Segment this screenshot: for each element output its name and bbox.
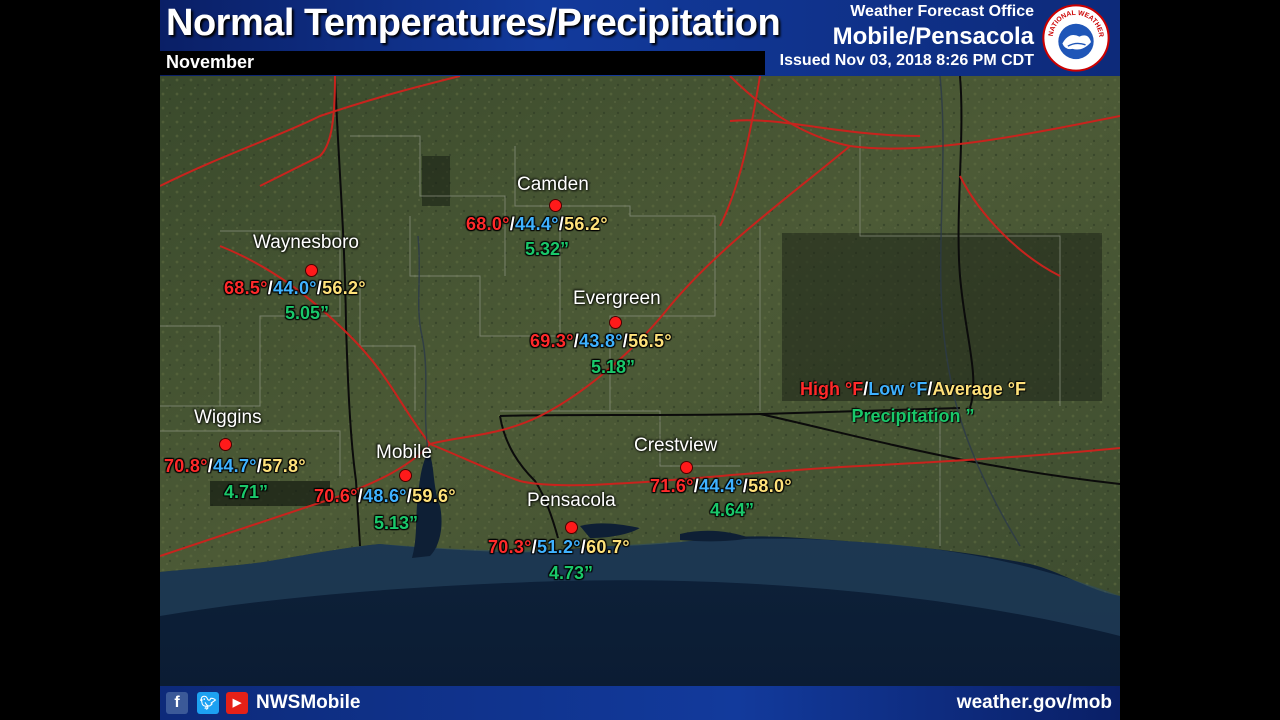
city-label-crestview: Crestview (634, 435, 718, 456)
dark-county (210, 481, 330, 506)
avg-temp: 58.0° (748, 476, 792, 496)
city-label-mobile: Mobile (376, 442, 432, 463)
precip-mobile: 5.13” (374, 513, 419, 533)
youtube-icon[interactable]: ▶ (226, 692, 248, 714)
station-values-evergreen: 69.3°/43.8°/56.5° (530, 331, 672, 352)
separator: / (357, 486, 364, 506)
separator: / (742, 476, 749, 496)
separator: / (622, 331, 629, 351)
station-values-waynesboro: 68.5°/44.0°/56.2° (224, 278, 366, 299)
month-label: November (166, 52, 255, 72)
precip-evergreen: 5.18” (591, 357, 636, 377)
station-dot-waynesboro (305, 264, 318, 277)
separator: / (406, 486, 413, 506)
separator: / (927, 379, 933, 399)
station-values-wiggins: 70.8°/44.7°/57.8° (164, 456, 306, 477)
station-dot-crestview (680, 461, 693, 474)
low-temp: 44.4° (515, 214, 559, 234)
avg-temp: 59.6° (412, 486, 456, 506)
month-bar (160, 51, 765, 75)
high-temp: 68.0° (466, 214, 510, 234)
city-label-camden: Camden (517, 174, 589, 195)
separator: / (316, 278, 323, 298)
footer-bar: f 🐦︎ ▶ NWSMobile weather.gov/mob (160, 686, 1120, 720)
high-temp: 71.6° (650, 476, 694, 496)
county-lines (160, 135, 1061, 546)
social-handle[interactable]: NWSMobile (256, 692, 361, 713)
separator: / (573, 331, 580, 351)
avg-temp: 56.2° (564, 214, 608, 234)
low-temp: 51.2° (537, 537, 581, 557)
high-temp: 70.6° (314, 486, 358, 506)
legend-average: Average °F (932, 379, 1026, 399)
separator: / (256, 456, 263, 476)
low-temp: 43.8° (579, 331, 623, 351)
precip-wiggins: 4.71” (224, 482, 269, 502)
city-label-waynesboro: Waynesboro (253, 232, 359, 253)
low-temp: 44.4° (699, 476, 743, 496)
choctawhatchee-bay (680, 530, 750, 542)
legend-low: Low °F (868, 379, 928, 399)
station-values-pensacola: 70.3°/51.2°/60.7° (488, 537, 630, 558)
separator: / (693, 476, 700, 496)
facebook-icon[interactable]: f (166, 692, 188, 714)
land-texture (160, 76, 1120, 596)
high-temp: 70.8° (164, 456, 208, 476)
mobile-bay (412, 452, 442, 558)
separator: / (509, 214, 516, 234)
page-title: Normal Temperatures/Precipitation (166, 2, 781, 44)
station-dot-camden (549, 199, 562, 212)
weather-graphic: Normal Temperatures/Precipitation Novemb… (160, 0, 1120, 720)
high-temp: 68.5° (224, 278, 268, 298)
map-legend: High °F/Low °F/Average °F Precipitation … (800, 379, 1026, 427)
station-dot-wiggins (219, 438, 232, 451)
interstate-highways (160, 76, 1120, 557)
header-banner: Normal Temperatures/Precipitation Novemb… (160, 0, 1120, 76)
shelf-water (160, 538, 1120, 636)
pensacola-bay (580, 523, 640, 538)
separator: / (580, 537, 587, 557)
office-city: Mobile/Pensacola (832, 23, 1034, 50)
rivers (417, 76, 1021, 547)
station-values-crestview: 71.6°/44.4°/58.0° (650, 476, 792, 497)
state-boundaries (334, 76, 1120, 547)
low-temp: 48.6° (363, 486, 407, 506)
station-dot-mobile (399, 469, 412, 482)
twitter-icon[interactable]: 🐦︎ (197, 692, 219, 714)
separator: / (267, 278, 274, 298)
high-temp: 70.3° (488, 537, 532, 557)
legend-temps: High °F/Low °F/Average °F (800, 379, 1026, 400)
precip-camden: 5.32” (525, 239, 570, 259)
low-temp: 44.7° (213, 456, 257, 476)
separator: / (207, 456, 214, 476)
legend-high: High °F (800, 379, 864, 399)
dark-county (422, 156, 450, 206)
city-label-evergreen: Evergreen (573, 288, 661, 309)
station-dot-pensacola (565, 521, 578, 534)
satellite-map: Camden 68.0°/44.4°/56.2° 5.32” Waynesbor… (160, 76, 1120, 686)
low-temp: 44.0° (273, 278, 317, 298)
high-temp: 69.3° (530, 331, 574, 351)
separator: / (558, 214, 565, 234)
precip-crestview: 4.64” (710, 500, 755, 520)
issued-timestamp: Issued Nov 03, 2018 8:26 PM CDT (779, 52, 1034, 69)
separator: / (863, 379, 869, 399)
office-label: Weather Forecast Office (850, 3, 1034, 20)
legend-precip: Precipitation ” (851, 406, 975, 426)
avg-temp: 56.2° (322, 278, 366, 298)
city-label-pensacola: Pensacola (527, 490, 616, 511)
station-values-mobile: 70.6°/48.6°/59.6° (314, 486, 456, 507)
precip-waynesboro: 5.05” (285, 303, 330, 323)
station-dot-evergreen (609, 316, 622, 329)
separator: / (531, 537, 538, 557)
city-label-wiggins: Wiggins (194, 407, 262, 428)
avg-temp: 57.8° (262, 456, 306, 476)
avg-temp: 56.5° (628, 331, 672, 351)
station-values-camden: 68.0°/44.4°/56.2° (466, 214, 608, 235)
precip-pensacola: 4.73” (549, 563, 594, 583)
nws-logo-icon: NATIONAL WEATHER SERVICE (1042, 4, 1110, 72)
map-canvas (160, 76, 1120, 686)
website-link[interactable]: weather.gov/mob (956, 692, 1112, 713)
avg-temp: 60.7° (586, 537, 630, 557)
